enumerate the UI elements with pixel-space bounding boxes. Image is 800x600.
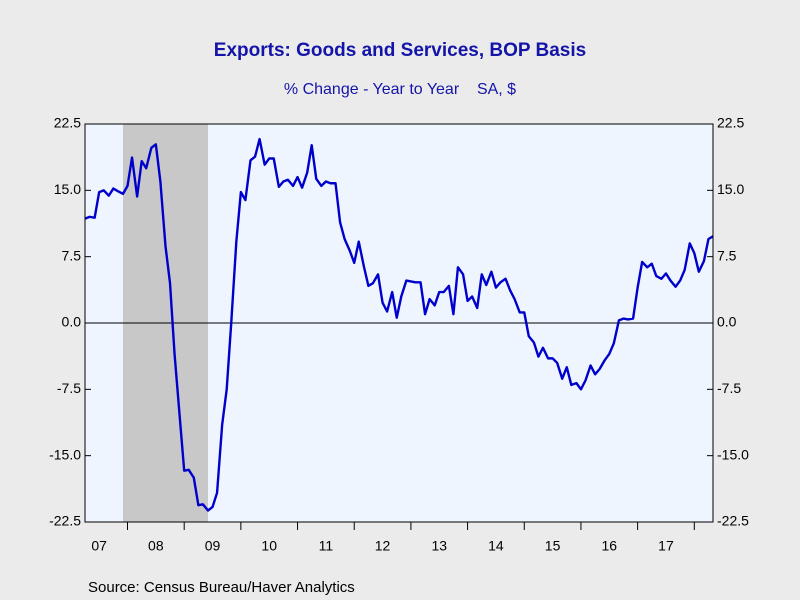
y-tick-label: -22.5 [49,513,81,529]
y2-tick-label: 7.5 [717,247,737,263]
y2-tick-label: 15.0 [717,181,744,197]
x-tick-label: 08 [148,538,164,554]
chart-title: Exports: Goods and Services, BOP Basis [214,40,586,61]
y2-tick-label: 0.0 [717,314,737,330]
x-tick-label: 09 [205,538,221,554]
y-tick-label: 0.0 [62,314,82,330]
y2-tick-label: 22.5 [717,115,744,131]
y2-tick-label: -15.0 [717,446,749,462]
y-tick-label: 22.5 [54,115,81,131]
plot-area: 22.5 15.0 7.5 0.0 -7.5 -15.0 -22.5 22.5 15.0 7.5 0… [49,115,749,554]
x-tick-label: 17 [658,538,674,554]
y-tick-label: 15.0 [54,181,81,197]
y2-tick-label: -22.5 [717,513,749,529]
y-tick-label: -7.5 [57,380,81,396]
x-tick-label: 10 [261,538,277,554]
chart-subtitle: % Change - Year to Year SA, $ [284,81,516,98]
x-tick-label: 15 [545,538,561,554]
y-tick-label: -15.0 [49,446,81,462]
x-tick-label: 14 [488,538,504,554]
plot-frame [84,123,714,523]
x-tick-label: 13 [431,538,447,554]
y2-tick-label: -7.5 [717,380,741,396]
x-tick-label: 16 [601,538,617,554]
data-line [84,137,714,512]
source-note: Source: Census Bureau/Haver Analytics [88,579,355,596]
x-tick-label: 07 [91,538,107,554]
y-tick-label: 7.5 [62,247,82,263]
x-tick-label: 11 [319,538,334,554]
x-tick-label: 12 [375,538,391,554]
